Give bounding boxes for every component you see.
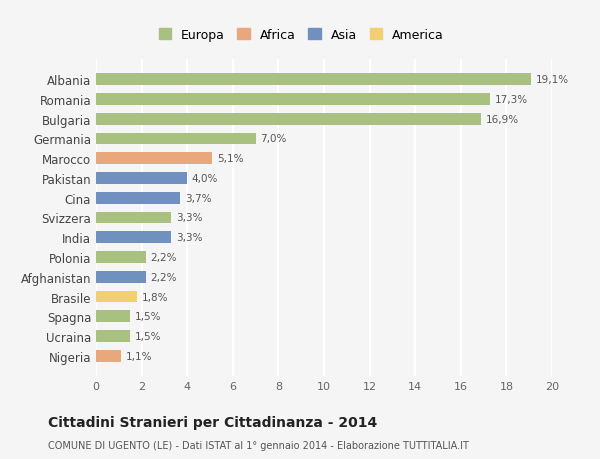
Text: Cittadini Stranieri per Cittadinanza - 2014: Cittadini Stranieri per Cittadinanza - 2… xyxy=(48,415,377,429)
Bar xyxy=(96,232,171,244)
Text: 16,9%: 16,9% xyxy=(486,114,519,124)
Text: 17,3%: 17,3% xyxy=(495,95,528,105)
Text: 19,1%: 19,1% xyxy=(536,75,569,85)
Text: 7,0%: 7,0% xyxy=(260,134,287,144)
Text: 2,2%: 2,2% xyxy=(151,272,177,282)
Text: 4,0%: 4,0% xyxy=(192,174,218,184)
Bar xyxy=(96,291,137,303)
Text: COMUNE DI UGENTO (LE) - Dati ISTAT al 1° gennaio 2014 - Elaborazione TUTTITALIA.: COMUNE DI UGENTO (LE) - Dati ISTAT al 1°… xyxy=(48,440,469,450)
Text: 5,1%: 5,1% xyxy=(217,154,244,164)
Text: 2,2%: 2,2% xyxy=(151,252,177,263)
Bar xyxy=(96,192,181,204)
Text: 1,1%: 1,1% xyxy=(125,351,152,361)
Bar xyxy=(96,212,171,224)
Text: 1,5%: 1,5% xyxy=(135,312,161,322)
Bar xyxy=(96,252,146,263)
Text: 3,3%: 3,3% xyxy=(176,233,202,243)
Legend: Europa, Africa, Asia, America: Europa, Africa, Asia, America xyxy=(155,25,448,45)
Bar xyxy=(96,133,256,145)
Text: 3,7%: 3,7% xyxy=(185,193,211,203)
Bar xyxy=(96,173,187,185)
Bar xyxy=(96,94,490,106)
Bar xyxy=(96,330,130,342)
Bar xyxy=(96,311,130,323)
Bar xyxy=(96,113,481,125)
Text: 3,3%: 3,3% xyxy=(176,213,202,223)
Text: 1,8%: 1,8% xyxy=(142,292,168,302)
Bar xyxy=(96,271,146,283)
Text: 1,5%: 1,5% xyxy=(135,331,161,341)
Bar xyxy=(96,153,212,165)
Bar xyxy=(96,74,532,86)
Bar xyxy=(96,350,121,362)
